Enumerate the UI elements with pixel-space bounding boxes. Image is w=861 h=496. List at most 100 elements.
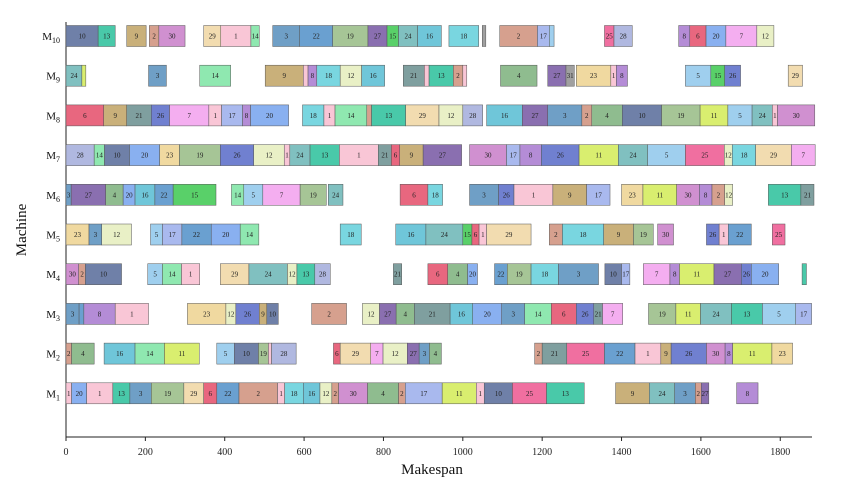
operation-bar [427,184,443,206]
ticks-layer: 0 200 400 600 800 1000 1200 1400 1600 1800 [64,437,790,458]
operation-bar [657,223,674,246]
operation-job-label: 12 [227,310,235,318]
x-tick-label: 800 [376,447,391,458]
operation-job-label: 10 [100,271,108,279]
operation-job-label: 1 [67,390,71,398]
operation-job-label: 10 [269,310,277,318]
operation-bar [482,25,487,47]
operation-job-label: 5 [738,112,742,120]
x-axis-label: Makespan [401,462,463,478]
operation-job-label: 14 [212,72,220,80]
operation-bar [148,64,167,87]
operation-job-label: 18 [580,231,588,239]
operation-job-label: 1 [722,231,726,239]
operation-job-label: 16 [458,310,466,318]
machine-label: M7 [46,150,60,164]
operation-bar [424,64,430,87]
operation-job-label: 17 [595,191,603,199]
operation-job-label: 12 [725,152,733,160]
operation-job-label: 6 [562,310,566,318]
operation-bar [621,263,631,285]
operation-job-label: 18 [541,271,549,279]
operation-job-label: 29 [505,231,513,239]
operation-job-label: 5 [665,152,669,160]
operation-bar [448,25,479,47]
operation-job-label: 16 [308,390,316,398]
operation-job-label: 30 [685,191,693,199]
machines-layer: M10 M9 M8 M7 M6 M5 M4 M3 M2 M1 [42,31,60,402]
machine-label-subscript: 1 [56,393,60,402]
operation-job-label: 1 [98,390,102,398]
machine-label-subscript: 5 [56,235,60,244]
operation-job-label: 1 [773,112,777,120]
operation-job-label: 25 [582,350,590,358]
operation-job-label: 29 [209,33,217,41]
operation-job-label: 29 [190,390,198,398]
operation-job-label: 21 [595,310,603,318]
operation-job-label: 6 [412,191,416,199]
operation-bar [303,64,309,87]
operation-job-label: 11 [595,152,602,160]
operation-job-label: 30 [350,390,358,398]
operation-job-label: 30 [662,231,670,239]
operation-bar [85,263,122,285]
operation-job-label: 16 [426,33,434,41]
operation-job-label: 7 [280,191,284,199]
operation-job-label: 13 [562,390,570,398]
operation-job-label: 20 [76,390,84,398]
operation-job-label: 21 [394,271,402,279]
operation-job-label: 12 [113,231,121,239]
machine-label: M3 [46,309,60,323]
operation-job-label: 4 [456,271,460,279]
operation-job-label: 13 [438,72,446,80]
operation-bar [736,382,759,405]
operation-job-label: 15 [464,231,472,239]
operation-job-label: 28 [620,33,628,41]
operation-job-label: 23 [74,231,82,239]
operation-job-label: 1 [612,72,616,80]
operation-job-label: 30 [793,112,801,120]
operation-job-label: 2 [697,390,701,398]
operation-job-label: 8 [529,152,533,160]
operation-bar [393,263,402,285]
operation-job-label: 27 [384,310,392,318]
operation-job-label: 19 [260,350,268,358]
operation-bar [268,342,272,365]
x-tick-label: 600 [297,447,312,458]
operation-job-label: 27 [410,350,418,358]
operation-job-label: 2 [456,72,460,80]
operation-job-label: 26 [729,72,737,80]
operation-job-label: 4 [381,390,385,398]
operation-job-label: 8 [682,33,686,41]
operation-job-label: 6 [474,231,478,239]
operation-job-label: 24 [265,271,273,279]
operation-bar [801,263,807,285]
operation-job-label: 9 [631,390,635,398]
operation-job-label: 5 [252,191,256,199]
operation-bar [299,184,327,206]
operation-job-label: 1 [130,310,134,318]
machine-label: M6 [46,190,60,204]
operation-job-label: 12 [322,390,330,398]
operation-job-label: 26 [709,231,717,239]
operation-bar [271,342,297,365]
operation-job-label: 20 [141,152,149,160]
operation-job-label: 7 [655,271,659,279]
operation-job-label: 27 [85,191,93,199]
operation-job-label: 11 [711,112,718,120]
operation-job-label: 18 [347,231,355,239]
operation-job-label: 7 [802,152,806,160]
operation-bar [250,104,289,127]
operation-job-label: 8 [746,390,750,398]
operation-job-label: 20 [469,271,477,279]
operation-bar [361,64,385,87]
operation-job-label: 25 [526,390,534,398]
operation-job-label: 2 [554,231,558,239]
operation-job-label: 20 [222,231,230,239]
operation-job-label: 24 [296,152,304,160]
operation-job-label: 26 [557,152,565,160]
operation-job-label: 23 [779,350,787,358]
operation-job-label: 3 [482,191,486,199]
operation-job-label: 5 [153,271,157,279]
bars-layer: 10 13 9 2 30 29 1 14 3 22 19 27 15 24 16 18 2 17 25 28 8 6 20 7… [65,25,816,405]
